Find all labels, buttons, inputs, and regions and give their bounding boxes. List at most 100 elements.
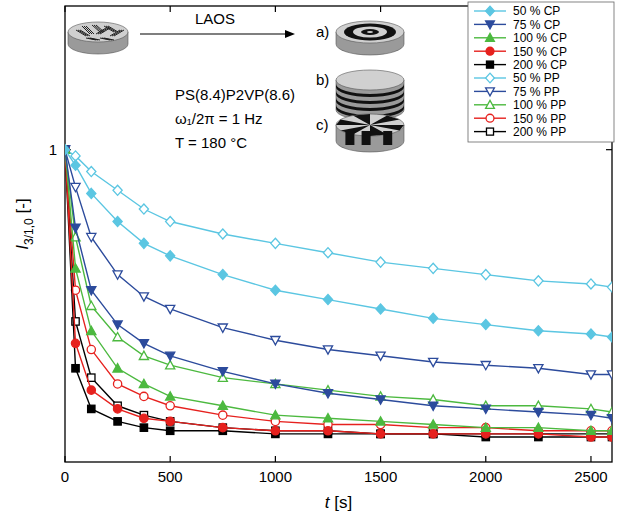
series-line [65,150,612,437]
marker [166,251,175,261]
marker [219,424,226,431]
marker [71,339,79,347]
y-tick [606,149,612,150]
grain-stripe [114,30,124,36]
marker [167,418,174,425]
series-line [65,150,612,431]
marker [607,282,612,292]
series-line [65,150,612,337]
grain-stripe [104,38,114,40]
marker [139,204,148,214]
marker [139,379,148,387]
series [65,145,612,343]
marker [219,411,227,419]
marker [87,287,96,295]
legend-marker [486,21,495,29]
marker [87,345,95,353]
sector-side [362,131,371,145]
marker [429,313,438,323]
legend-marker [486,128,493,135]
legend-marker [486,114,494,122]
marker [218,368,227,376]
marker [113,216,122,226]
grain-stripe [98,28,108,34]
marker [481,423,490,431]
marker [429,263,438,273]
marker [140,392,148,400]
series-line [65,150,612,287]
marker [166,417,174,425]
marker [376,417,385,425]
marker [71,264,80,272]
marker [271,238,280,248]
x-axis-title-unit: [s] [330,493,353,512]
grain-stripe [106,26,116,32]
ring [344,24,396,41]
disk-top [68,22,128,42]
series-line [65,150,612,434]
marker [534,423,543,431]
series-line [65,150,612,375]
marker [323,414,332,422]
ring [353,27,387,38]
y-axis-title-sub: 3/1,0 [22,218,36,245]
series [65,146,612,441]
series-line [65,150,612,431]
marker [429,430,436,437]
annotation: a) [316,23,329,40]
grain-stripe [92,25,100,32]
marker [481,405,490,413]
disk-top [336,70,404,90]
marker [587,427,595,435]
marker [140,424,147,431]
x-tick [380,6,381,12]
annotation: LAOS [195,10,235,27]
marker [323,390,332,398]
marker [139,340,148,348]
legend-box [468,2,614,142]
marker [377,430,384,437]
y-axis-title-unit: [-] [13,198,32,218]
marker [65,145,70,155]
series [65,146,612,442]
arrow-shaft [140,33,285,34]
marker [481,270,490,280]
arrow-head [285,30,295,38]
grain-stripe [86,26,94,34]
marker [88,374,95,381]
grain-stripe [90,38,100,40]
marker [323,346,332,354]
marker [586,329,595,339]
layer [336,91,404,104]
disk-top [336,21,404,43]
marker [139,351,148,359]
marker [71,160,80,170]
chart: 050010001500200025001t [s]I3/1,0 [-]LAOS… [0,0,619,525]
marker [324,427,332,435]
marker [534,365,543,373]
legend-label: 150 % CP [513,45,567,59]
y-axis-title: I3/1,0 [-] [13,198,36,249]
marker [271,337,280,345]
legend-marker [486,100,495,108]
x-tick-label: 1000 [259,468,292,485]
x-tick [275,6,276,12]
marker [71,224,80,232]
marker [376,430,384,438]
marker [114,418,121,425]
marker [271,427,279,435]
x-tick [485,456,486,462]
marker [429,420,438,428]
series-line [65,150,612,437]
x-tick-label: 1500 [364,468,397,485]
sector [353,114,370,125]
marker [324,427,331,434]
marker [139,293,148,301]
x-tick [64,456,65,462]
x-axis-title: t [s] [325,493,352,512]
marker [113,380,121,388]
marker [481,320,490,330]
marker [113,332,122,340]
x-tick [590,456,591,462]
marker [323,295,332,305]
